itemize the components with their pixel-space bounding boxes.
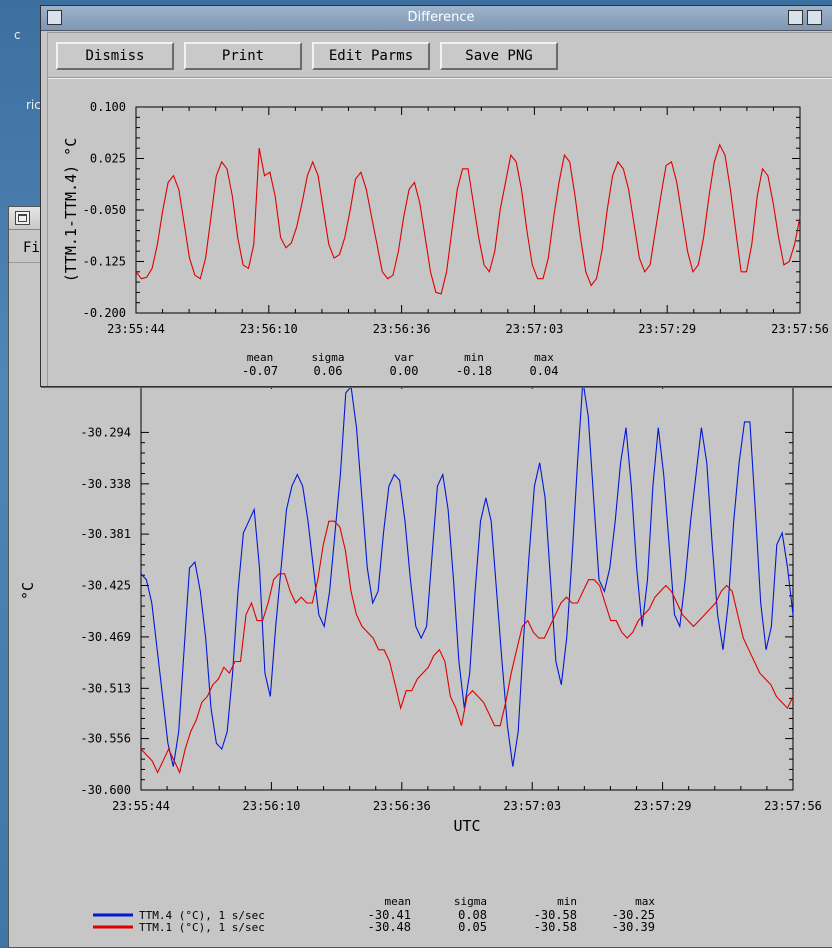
window-content: Dismiss Print Edit Parms Save PNG 0.100 0… <box>47 32 832 386</box>
series-line <box>140 380 794 767</box>
x-tick-label: 23:55:44 <box>112 799 170 813</box>
stats-header: var <box>394 351 414 364</box>
difference-chart: 0.100 0.025 -0.050 -0.125 -0.200 23:55:44 23:5… <box>62 100 829 378</box>
window-menu-icon[interactable] <box>15 211 30 225</box>
x-tick-label: 23:57:56 <box>771 322 829 336</box>
stats-header: min <box>557 895 577 908</box>
x-tick-label: 23:57:56 <box>764 799 822 813</box>
x-tick-label: 23:56:10 <box>243 799 301 813</box>
y-tick-label: -0.200 <box>83 306 126 320</box>
y-tick-label: 0.100 <box>90 100 126 114</box>
legend-label: TTM.1 (°C), 1 s/sec <box>139 921 265 934</box>
stats-value: 0.08 <box>458 908 487 922</box>
stats-value: -30.41 <box>368 908 411 922</box>
stats-header: sigma <box>311 351 344 364</box>
main-chart: -30.294 -30.338 -30.381 -30.425 -30.469 -30.5… <box>19 380 822 934</box>
y-tick-label: -30.294 <box>80 425 131 439</box>
file-menu[interactable]: Fi <box>23 240 40 256</box>
y-tick-label: -30.425 <box>80 579 131 593</box>
legend-label: TTM.4 (°C), 1 s/sec <box>139 909 265 922</box>
series-line <box>140 520 794 775</box>
y-tick-label: -30.513 <box>80 681 131 695</box>
stats-header: mean <box>385 895 412 908</box>
x-tick-label: 23:56:36 <box>373 322 431 336</box>
edit-parms-button[interactable]: Edit Parms <box>312 42 430 70</box>
stats-value: -0.07 <box>242 364 278 378</box>
y-tick-label: -30.469 <box>80 630 131 644</box>
stats-value: 0.00 <box>390 364 419 378</box>
window-menu-icon[interactable] <box>47 10 62 25</box>
x-axis-label: UTC <box>453 817 480 835</box>
save-png-button[interactable]: Save PNG <box>440 42 558 70</box>
stats-value: -30.58 <box>534 908 577 922</box>
y-tick-label: -30.600 <box>80 783 131 797</box>
stats-value: 0.05 <box>458 920 487 934</box>
y-tick-label: -0.050 <box>83 203 126 217</box>
desktop-text-fragment: c <box>14 28 21 42</box>
y-axis-label: (TTM.1-TTM.4) °C <box>62 138 80 283</box>
dismiss-button[interactable]: Dismiss <box>56 42 174 70</box>
y-tick-label: -30.556 <box>80 732 131 746</box>
x-tick-label: 23:55:44 <box>107 322 165 336</box>
stats-header: sigma <box>454 895 487 908</box>
x-tick-label: 23:56:10 <box>240 322 298 336</box>
x-tick-label: 23:56:36 <box>373 799 431 813</box>
series-line <box>135 143 801 295</box>
difference-window: Difference Dismiss Print Edit Parms Save… <box>40 5 832 387</box>
minimize-icon[interactable] <box>788 10 803 25</box>
plot-frame <box>135 106 801 314</box>
x-tick-label: 23:57:03 <box>503 799 561 813</box>
x-tick-label: 23:57:29 <box>634 799 692 813</box>
stats-value: -30.48 <box>368 920 411 934</box>
stats-value: -0.18 <box>456 364 492 378</box>
maximize-icon[interactable] <box>807 10 822 25</box>
x-tick-label: 23:57:29 <box>638 322 696 336</box>
stats-header: mean <box>247 351 274 364</box>
x-tick-label: 23:57:03 <box>506 322 564 336</box>
y-axis-label: °C <box>19 582 37 600</box>
stats-header: max <box>534 351 554 364</box>
stats-value: 0.06 <box>314 364 343 378</box>
y-tick-label: -0.125 <box>83 255 126 269</box>
y-tick-label: 0.025 <box>90 152 126 166</box>
print-button[interactable]: Print <box>184 42 302 70</box>
stats-value: -30.39 <box>612 920 655 934</box>
toolbar-separator <box>48 77 832 79</box>
y-tick-label: -30.338 <box>80 477 131 491</box>
stats-header: min <box>464 351 484 364</box>
stats-header: max <box>635 895 655 908</box>
y-tick-label: -30.381 <box>80 527 131 541</box>
stats-value: -30.25 <box>612 908 655 922</box>
stats-value: 0.04 <box>530 364 559 378</box>
window-titlebar[interactable]: Difference <box>41 6 832 31</box>
window-title: Difference <box>407 10 475 25</box>
desktop-text-fragment: ric <box>26 98 41 112</box>
stats-value: -30.58 <box>534 920 577 934</box>
